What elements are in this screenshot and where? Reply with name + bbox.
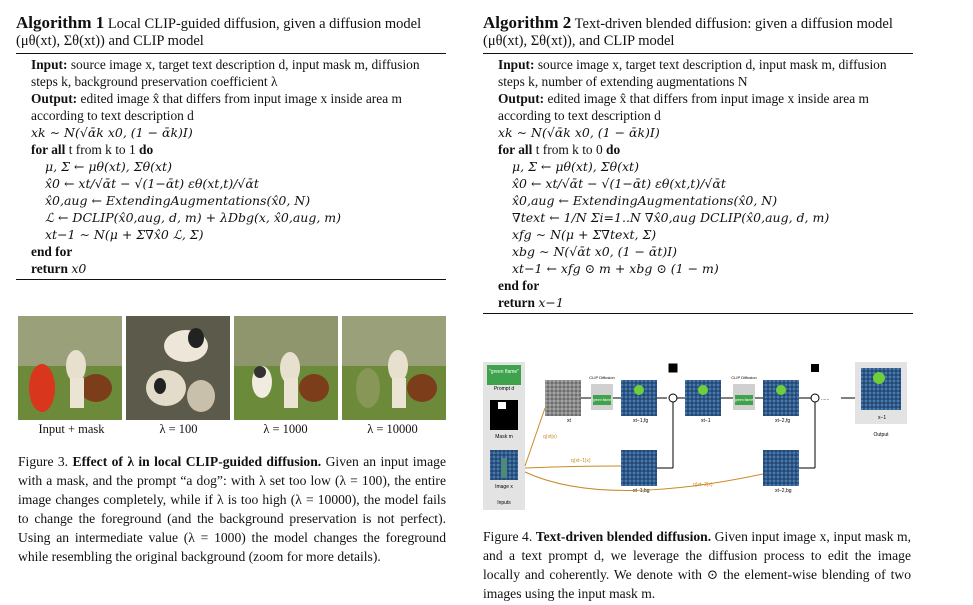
algorithm-1-header: Algorithm 1 Local CLIP-guided diffusion,… (16, 14, 446, 54)
fig3-caption-title: Effect of λ in local CLIP-guided diffusi… (72, 454, 322, 469)
algorithm-1-body: Input: source image x, target text descr… (16, 54, 446, 280)
fig3-label-10000: λ = 10000 (367, 422, 418, 436)
xt-label: xt (567, 418, 572, 424)
fig3-caption-label: Figure 3. (18, 454, 69, 469)
algo2-for-keyword: for all (498, 142, 533, 157)
xt1-label: xt−1 (701, 418, 711, 424)
clip-label-1: CLIP Diffusion (589, 375, 614, 380)
xt2-fg-label: xt−2,fg (775, 418, 790, 424)
algorithm-1-title: Local CLIP-guided diffusion, given a dif… (16, 16, 422, 49)
clip-prompt-1: "green flame" (592, 398, 614, 402)
algo2-endfor: end for (498, 278, 540, 293)
blend-op-1 (668, 393, 678, 403)
algo2-line-aug: x̂0,aug ← ExtendingAugmentations(x̂0, N) (512, 193, 778, 208)
prompt-text: "green flame" (489, 369, 519, 375)
algorithm-2-title: Text-driven blended diffusion: given a d… (483, 16, 893, 49)
algo1-line-init: xk ∼ N(√ᾱk x0, (1 − ᾱk)I) (31, 125, 193, 140)
algo2-line-bg: xbg ∼ N(√ᾱt x0, (1 − ᾱt)I) (512, 244, 678, 259)
xt1-fg-label: xt−1,fg (633, 418, 648, 424)
algo1-return-value: x0 (71, 261, 87, 276)
figure-4-diagram: "green flame" Prompt d Mask m Image x In… (483, 358, 913, 513)
figure-3-labels: Input + mask λ = 100 λ = 1000 λ = 10000 (18, 422, 446, 437)
fig4-caption-label: Figure 4. (483, 529, 533, 544)
figure-4-caption: Figure 4. Text-driven blended diffusion.… (483, 527, 911, 603)
fig4-caption-text: Given input image x, input mask m, and a… (483, 529, 911, 601)
algo1-line-mu: μ, Σ ← μθ(xt), Σθ(xt) (45, 159, 172, 174)
blend-op-2 (810, 393, 820, 403)
algorithm-1: Algorithm 1 Local CLIP-guided diffusion,… (16, 14, 446, 280)
algo1-line-sample: xt−1 ∼ N(μ + Σ∇x̂0 ℒ, Σ) (45, 227, 204, 242)
fig4-caption-title: Text-driven blended diffusion. (535, 529, 712, 544)
algo2-line-fg: xfg ∼ N(μ + Σ∇text, Σ) (512, 227, 657, 242)
dots: ...... (821, 396, 829, 402)
algorithm-1-label: Algorithm 1 (16, 13, 105, 32)
algo2-output-keyword: Output: (498, 91, 545, 106)
algo2-line-init: xk ∼ N(√ᾱk x0, (1 − ᾱk)I) (498, 125, 660, 140)
algo1-return-keyword: return (31, 261, 68, 276)
output-x-label: x−1 (878, 415, 886, 421)
image-label: Image x (495, 484, 513, 490)
prompt-label: Prompt d (494, 386, 515, 392)
algo2-line-grad: ∇text ← 1/N Σi=1..N ∇x̂0,aug DCLIP(x̂0,a… (512, 210, 830, 225)
algo1-endfor: end for (31, 244, 73, 259)
fig3-label-input: Input + mask (38, 422, 105, 436)
mask-label: Mask m (495, 434, 513, 440)
q3-label: q(xt−2|x) (693, 482, 713, 488)
algo1-input-keyword: Input: (31, 57, 68, 72)
algo1-line-loss: ℒ ← DCLIP(x̂0,aug, d, m) + λDbg(x, x̂0,a… (45, 210, 342, 225)
algorithm-2-label: Algorithm 2 (483, 13, 572, 32)
figure-3-photos (18, 316, 446, 420)
clip-prompt-2: "green flame" (734, 398, 756, 402)
clip-label-2: CLIP Diffusion (731, 375, 756, 380)
photo-input-mask (18, 316, 122, 420)
algo1-line-aug: x̂0,aug ← ExtendingAugmentations(x̂0, N) (45, 193, 311, 208)
algo2-do-keyword: do (606, 142, 621, 157)
algo2-return-keyword: return (498, 295, 535, 310)
algorithm-2-header: Algorithm 2 Text-driven blended diffusio… (483, 14, 913, 54)
xt1-bg-image (621, 450, 657, 486)
xt1-bg-label: xt−1,bg (633, 488, 650, 494)
xt-image (545, 380, 581, 416)
algo2-input-text: source image x, target text description … (498, 57, 887, 89)
algo1-output-text: edited image x̂ that differs from input … (31, 91, 402, 123)
photo-lambda-1000 (234, 316, 338, 420)
algo2-input-keyword: Input: (498, 57, 535, 72)
algo2-for-text: t from k to 0 (535, 142, 603, 157)
inputs-label: Inputs (497, 500, 511, 506)
algorithm-2: Algorithm 2 Text-driven blended diffusio… (483, 14, 913, 314)
xt2-bg-label: xt−2,bg (775, 488, 792, 494)
prompt-box (487, 365, 521, 385)
algo1-input-text: source image x, target text description … (31, 57, 420, 89)
q2-label: q(xt−1|x) (571, 458, 591, 464)
figure-3-caption: Figure 3. Effect of λ in local CLIP-guid… (18, 452, 446, 566)
algo2-line-mu: μ, Σ ← μθ(xt), Σθ(xt) (512, 159, 639, 174)
algorithm-2-body: Input: source image x, target text descr… (483, 54, 913, 313)
photo-lambda-100 (126, 316, 230, 420)
fig3-label-100: λ = 100 (159, 422, 198, 436)
algo1-do-keyword: do (139, 142, 154, 157)
algo1-output-keyword: Output: (31, 91, 78, 106)
fig3-caption-text: Given an input image with a mask, and th… (18, 454, 446, 564)
algo2-return-value: x−1 (538, 295, 564, 310)
photo-lambda-10000 (342, 316, 446, 420)
inputs-panel (483, 362, 525, 510)
output-label: Output (873, 432, 889, 438)
q1-label: q(xt|x) (543, 434, 557, 440)
fig3-label-1000: λ = 1000 (263, 422, 308, 436)
algo1-line-x0: x̂0 ← xt/√ᾱt − √(1−ᾱt) εθ(xt,t)/√ᾱt (45, 176, 259, 191)
algorithm-2-bottom-rule (483, 313, 913, 314)
xt2-bg-image (763, 450, 799, 486)
algo1-for-text: t from k to 1 (68, 142, 136, 157)
algo2-line-x0: x̂0 ← xt/√ᾱt − √(1−ᾱt) εθ(xt,t)/√ᾱt (512, 176, 726, 191)
algo1-for-keyword: for all (31, 142, 66, 157)
algo2-output-text: edited image x̂ that differs from input … (498, 91, 869, 123)
algo2-line-blend: xt−1 ← xfg ⊙ m + xbg ⊙ (1 − m) (512, 261, 719, 276)
